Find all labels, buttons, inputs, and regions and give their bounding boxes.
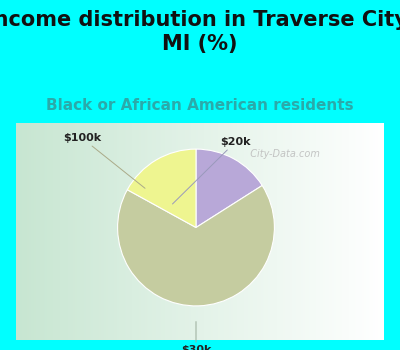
Wedge shape bbox=[118, 186, 274, 306]
Text: $20k: $20k bbox=[172, 137, 250, 204]
Wedge shape bbox=[127, 149, 196, 228]
Wedge shape bbox=[196, 149, 262, 228]
Text: $100k: $100k bbox=[63, 133, 145, 188]
Text: $30k: $30k bbox=[181, 322, 211, 350]
Text: Income distribution in Traverse City,
MI (%): Income distribution in Traverse City, MI… bbox=[0, 10, 400, 54]
Text: City-Data.com: City-Data.com bbox=[244, 148, 320, 159]
Text: Black or African American residents: Black or African American residents bbox=[46, 98, 354, 113]
